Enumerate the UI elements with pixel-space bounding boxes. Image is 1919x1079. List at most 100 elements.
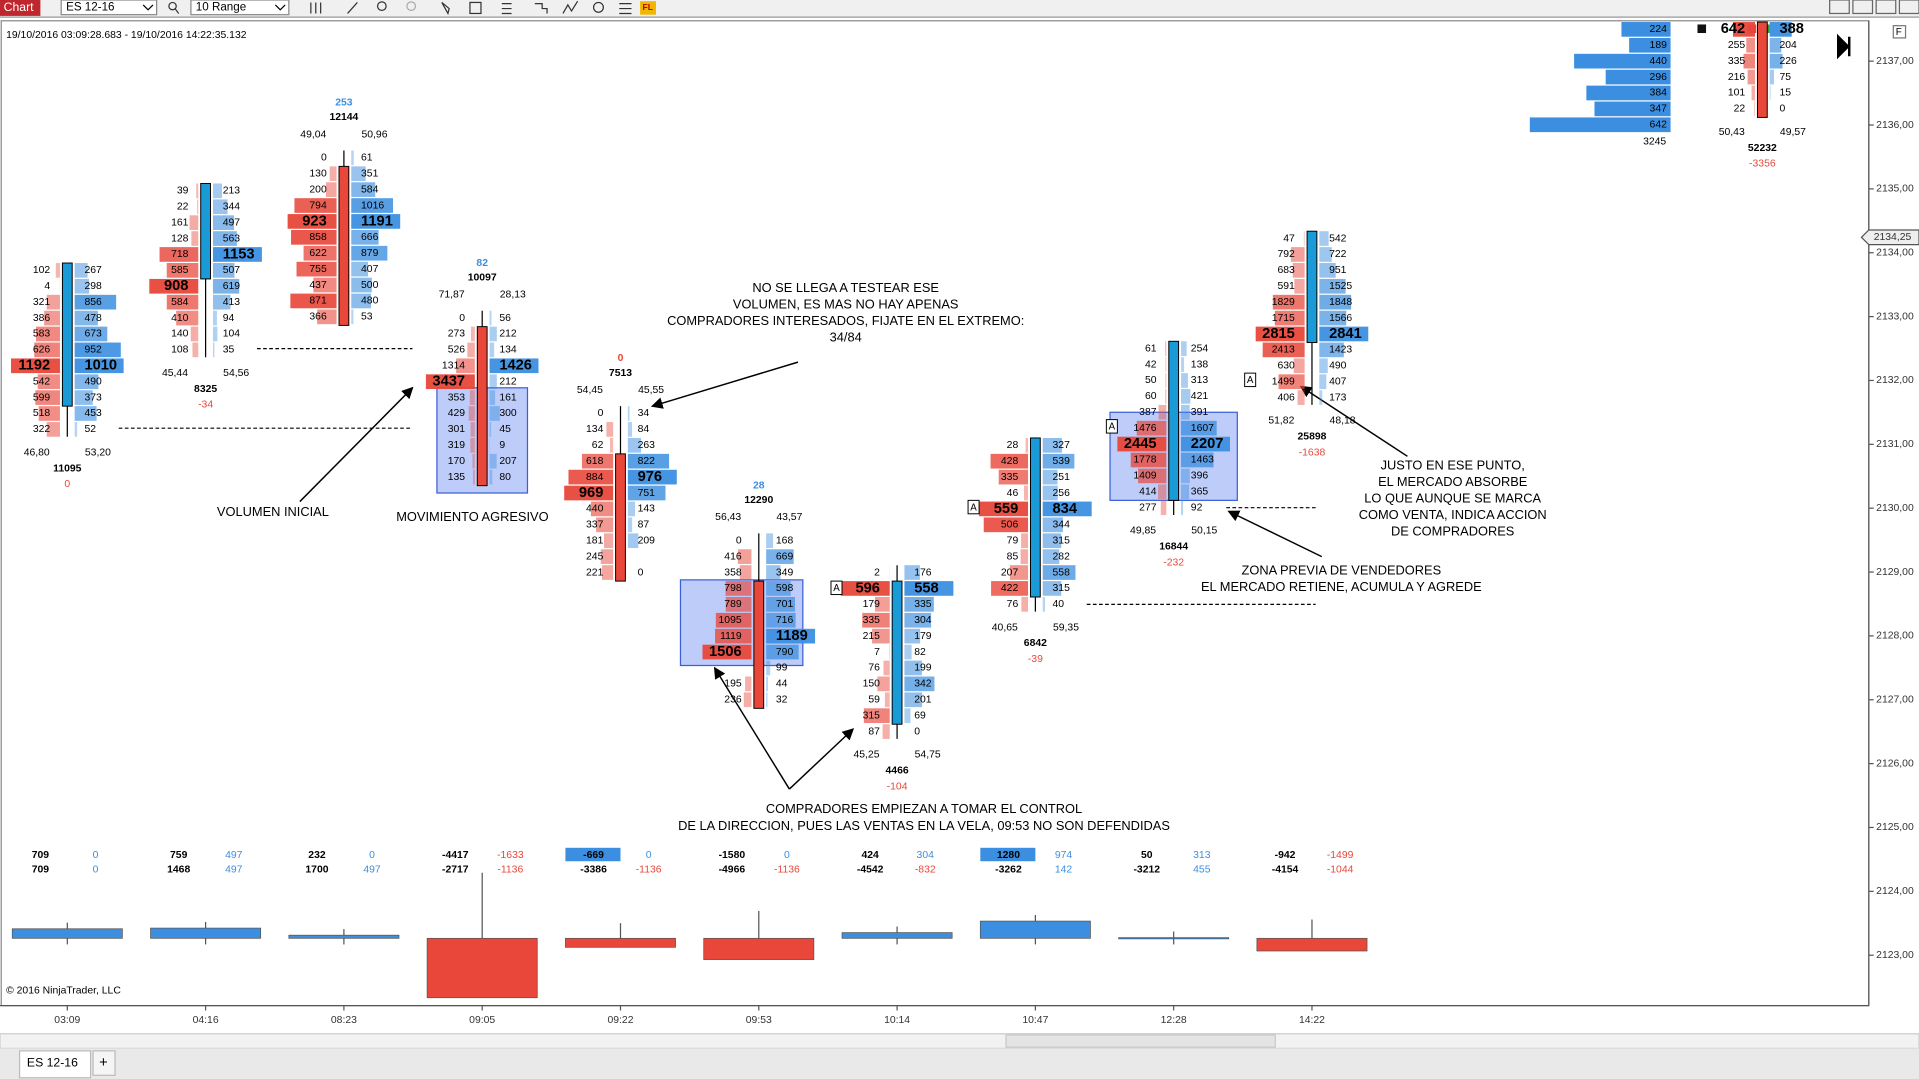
current-price: 2134,25 [1874, 232, 1912, 243]
copyright: © 2016 NinjaTrader, LLC [6, 986, 121, 997]
scrollbar[interactable] [0, 1033, 1919, 1050]
session-cum-delta: -1136 [636, 865, 662, 876]
ask-volume: 490 [1329, 361, 1347, 372]
bid-cell [313, 277, 337, 293]
bid-volume: 0 [459, 313, 465, 324]
bar-cum-delta: 1468 [167, 865, 190, 876]
bid-volume: 140 [171, 329, 189, 340]
ask-volume: 1607 [1191, 423, 1214, 434]
bid-percent: 40,65 [992, 622, 1018, 633]
bid-volume: 200 [309, 184, 327, 195]
bid-cell [1746, 37, 1756, 53]
bar-cum-delta: -3386 [580, 865, 607, 876]
instrument-label[interactable]: ES 12-16 [66, 0, 114, 13]
ask-cell [904, 565, 920, 580]
bid-volume: 526 [448, 345, 466, 356]
bid-volume: 789 [724, 599, 742, 610]
bid-cell [725, 596, 752, 612]
bid-percent: 46,80 [24, 447, 50, 458]
delta-bar [703, 937, 815, 960]
ask-cell [627, 469, 677, 485]
toolbar-icons[interactable] [168, 0, 632, 16]
bid-volume: 134 [586, 424, 604, 435]
bid-cell [325, 182, 337, 197]
scroll-end-icon[interactable] [1837, 33, 1851, 60]
ask-cell [1042, 596, 1046, 612]
time-label: 04:16 [193, 1015, 219, 1026]
bid-volume: 353 [448, 392, 466, 403]
ask-cell [351, 166, 366, 182]
ask-volume: 204 [1779, 40, 1797, 51]
bid-percent: 50,43 [1719, 127, 1745, 138]
ask-volume: 1848 [1329, 297, 1352, 308]
candle-body [61, 262, 73, 407]
ask-volume: 500 [361, 280, 379, 291]
bid-volume: 195 [724, 679, 742, 690]
flag-label[interactable]: FL [643, 2, 653, 12]
ask-cell [1042, 437, 1062, 453]
instrument-select[interactable] [60, 0, 158, 16]
ask-volume: 300 [499, 408, 517, 419]
bar-delta: 50 [1141, 850, 1153, 861]
add-tab[interactable] [92, 1050, 116, 1076]
ask-cell [1042, 581, 1062, 596]
corner-label[interactable]: F [1896, 27, 1902, 38]
scroll-thumb[interactable] [1005, 1034, 1276, 1048]
ask-cell [1181, 452, 1214, 468]
ask-cell [489, 406, 500, 421]
profile-bar [1529, 117, 1671, 133]
bid-cell [1160, 500, 1167, 516]
bid-volume: 85 [1007, 551, 1019, 562]
ask-volume: 951 [1329, 265, 1347, 276]
candle-delta: -1638 [1299, 447, 1326, 458]
ask-volume: 313 [1191, 375, 1209, 386]
ask-volume: 226 [1779, 56, 1797, 67]
ask-cell [766, 676, 768, 692]
ask-volume: 179 [914, 631, 932, 642]
chart-tab-label[interactable]: Chart [4, 0, 34, 14]
bid-volume: 414 [1139, 487, 1157, 498]
ask-cell [904, 612, 932, 628]
bid-volume: 87 [868, 726, 880, 737]
bid-volume: 108 [171, 345, 189, 356]
instrument-tab[interactable] [18, 1050, 92, 1079]
bid-cell [604, 533, 614, 549]
bid-volume: 755 [309, 264, 327, 275]
time-label: 08:23 [331, 1015, 357, 1026]
ask-volume: 478 [84, 313, 102, 324]
ask-cell [904, 596, 934, 612]
ask-cell [904, 708, 911, 724]
ask-volume: 558 [1053, 567, 1071, 578]
bid-cell [601, 565, 614, 580]
profile-value: 224 [1650, 24, 1668, 35]
ask-volume: 201 [914, 695, 932, 706]
bid-volume: 358 [724, 567, 742, 578]
session-cum-delta: 497 [363, 865, 381, 876]
session-delta: 313 [1193, 850, 1211, 861]
bid-volume: 181 [586, 535, 604, 546]
ask-percent: 59,35 [1053, 622, 1079, 633]
chart-tab[interactable] [0, 0, 41, 16]
instrument-tab-label[interactable]: ES 12-16 [27, 1055, 78, 1069]
price-tick-label: 2130,00 [1876, 503, 1914, 514]
corner-box[interactable] [1892, 25, 1907, 39]
bid-volume: 28 [1007, 440, 1019, 451]
candle-body [1756, 21, 1768, 118]
ask-cell [1181, 357, 1185, 372]
bid-cell [470, 422, 475, 437]
bid-cell [1024, 485, 1029, 501]
flag-icon[interactable] [640, 1, 656, 15]
add-tab-label[interactable]: + [99, 1055, 108, 1071]
bar-delta: -942 [1275, 850, 1296, 861]
ask-volume: 99 [776, 663, 788, 674]
ask-cell [1042, 453, 1075, 469]
ask-volume: 34 [638, 408, 650, 419]
window-controls[interactable] [1829, 0, 1919, 15]
period-label[interactable]: 10 Range [196, 0, 246, 13]
period-select[interactable] [190, 0, 290, 16]
bid-volume: 422 [1001, 583, 1019, 594]
price-tick-label: 2134,00 [1876, 247, 1914, 258]
bid-volume: 506 [1001, 520, 1019, 531]
session-delta: 0 [646, 850, 652, 861]
